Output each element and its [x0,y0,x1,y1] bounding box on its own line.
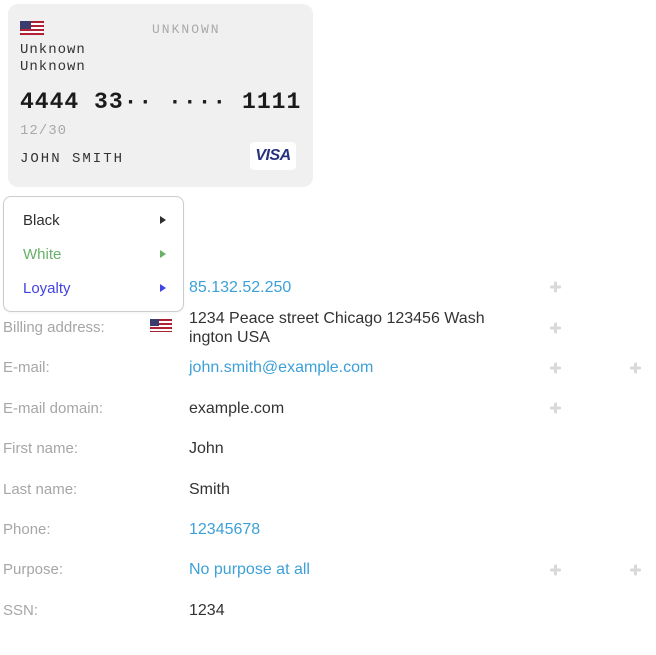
menu-item-black[interactable]: Black [4,203,183,237]
row-label: Billing address: [3,319,105,337]
row-label: Last name: [3,480,78,498]
ssn-value: 1234 [189,601,225,619]
card-holder-name: JOHN SMITH [20,151,125,167]
add-icon[interactable] [550,281,561,293]
add-icon[interactable] [630,362,641,374]
row-label: SSN: [3,601,39,619]
email-domain-value: example.com [189,399,285,417]
phone-link[interactable]: 12345678 [189,521,261,539]
row-label: Phone: [3,521,51,539]
detail-row-purpose: Purpose: No purpose at all [0,550,656,590]
row-label: E-mail: [3,359,50,377]
detail-row-email-domain: E-mail domain: example.com [0,388,656,428]
detail-row-phone: Phone: 12345678 [0,509,656,549]
detail-row-email: E-mail: john.smith@example.com [0,348,656,388]
add-icon[interactable] [550,362,561,374]
detail-row-first-name: First name: John [0,429,656,469]
us-flag-icon [20,21,44,36]
us-flag-icon [150,319,172,333]
context-menu: Black White Loyalty [3,196,184,312]
row-label: Purpose: [3,561,64,579]
purpose-link[interactable]: No purpose at all [189,561,310,579]
add-icon[interactable] [550,402,561,414]
detail-row-ssn: SSN: 1234 [0,590,656,630]
add-icon[interactable] [550,564,561,576]
detail-row-ip: 85.132.52.250 [0,267,656,307]
visa-logo: VISA [250,142,296,170]
add-icon[interactable] [550,322,561,334]
add-icon[interactable] [630,564,641,576]
card-country-line1: Unknown [20,42,86,58]
details-table: 85.132.52.250 Billing address: 1234 Peac… [0,267,656,631]
card-country-line2: Unknown [20,59,86,75]
card-number: 4444 33·· ···· 1111 [20,89,302,115]
ip-address-link[interactable]: 85.132.52.250 [189,278,292,296]
card-expiry: 12/30 [20,123,68,139]
payment-card: UNKNOWN Unknown Unknown 4444 33·· ···· 1… [8,4,313,187]
row-label: E-mail domain: [3,399,104,417]
submenu-arrow-icon [160,250,166,258]
last-name-value: Smith [189,480,230,498]
detail-row-last-name: Last name: Smith [0,469,656,509]
detail-row-billing-address: Billing address: 1234 Peace street Chica… [0,307,656,347]
menu-item-white[interactable]: White [4,237,183,271]
menu-item-label: Loyalty [23,279,71,297]
submenu-arrow-icon [160,284,166,292]
email-link[interactable]: john.smith@example.com [189,359,374,377]
menu-item-label: Black [23,211,60,229]
billing-address-value: 1234 Peace street Chicago 123456 Wash in… [189,309,485,346]
row-label: First name: [3,440,79,458]
submenu-arrow-icon [160,216,166,224]
menu-item-loyalty[interactable]: Loyalty [4,271,183,305]
menu-item-label: White [23,245,62,263]
first-name-value: John [189,440,224,458]
card-bank-name: UNKNOWN [152,22,221,37]
